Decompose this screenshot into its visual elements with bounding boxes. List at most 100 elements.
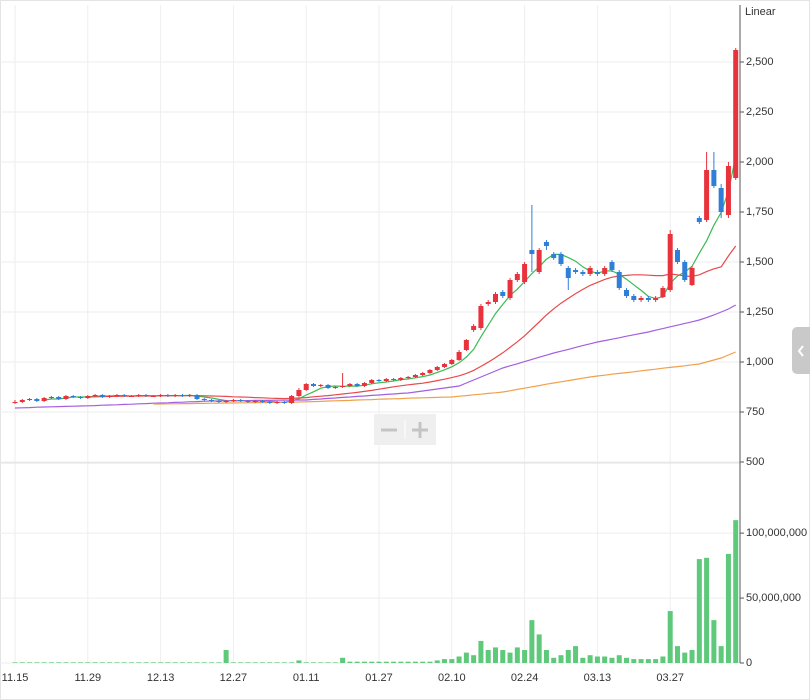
tab-button[interactable] (792, 327, 810, 374)
volume-bar (209, 662, 215, 663)
volume-bar (500, 650, 506, 663)
volume-bar (602, 656, 608, 663)
volume-bar (99, 662, 105, 663)
volume-bar (310, 662, 316, 663)
volume-bar (616, 655, 622, 663)
candle-body (114, 395, 120, 396)
volume-bar (667, 611, 673, 663)
candle-body (12, 402, 18, 403)
x-tick-label: 02.10 (438, 672, 466, 684)
candle-body (609, 262, 615, 270)
candle-body (260, 401, 266, 402)
candle-body (85, 396, 91, 398)
volume-bar (580, 657, 586, 663)
candle-body (565, 268, 571, 278)
volume-bar (78, 662, 84, 663)
chevron-icon (797, 345, 804, 357)
candle-body (179, 395, 185, 396)
volume-bar (442, 659, 448, 663)
volume-bar (507, 652, 513, 663)
candle-body (485, 302, 491, 304)
x-tick-label: 03.27 (656, 672, 684, 684)
volume-bar (12, 662, 18, 663)
x-tick-label: 01.11 (293, 672, 320, 684)
candle-body (19, 400, 25, 402)
candle-body (310, 384, 316, 386)
volume-bar (696, 559, 702, 663)
y-tick-label: 750 (746, 406, 764, 418)
candle-body (209, 400, 215, 401)
candle-body (376, 380, 382, 381)
volume-bar (485, 650, 491, 663)
ma-line (153, 351, 736, 405)
candle-body (471, 326, 477, 330)
volume-bar (456, 656, 462, 663)
candle-body (383, 379, 389, 381)
zoom-control (374, 414, 436, 445)
plot-layer: 11.15 11.29 12.13 12.27 01.11 01.27 02.10 02.24… (0, 5, 807, 684)
volume-bar (711, 620, 717, 663)
volume-bar (543, 650, 549, 663)
candle-body (70, 396, 76, 397)
volume-bar (63, 662, 69, 663)
volume-bar (34, 662, 40, 663)
volume-bar (361, 661, 367, 663)
volume-bar (609, 657, 615, 663)
volume-bar (529, 620, 535, 663)
volume-bar (48, 662, 54, 663)
volume-bar (383, 661, 389, 663)
side-panel-tab[interactable] (792, 327, 810, 374)
volume-bar (514, 647, 520, 663)
candle-body (529, 250, 535, 254)
volume-bar (718, 646, 724, 663)
volume-bar (136, 662, 142, 663)
volume-bar (194, 662, 200, 663)
volume-bar (463, 652, 469, 663)
candle-body (449, 360, 455, 364)
candle-body (602, 268, 608, 274)
candle-body (150, 396, 156, 397)
volume-bar (85, 662, 91, 663)
volume-bar (128, 662, 134, 663)
candle-body (201, 399, 207, 400)
candle-body (696, 218, 702, 222)
volume-bar (165, 662, 171, 663)
volume-bar (172, 662, 178, 663)
volume-bar (340, 657, 346, 663)
candle-body (704, 170, 710, 220)
candle-body (667, 234, 673, 290)
candle-body (653, 298, 659, 300)
volume-bar (449, 659, 455, 663)
volume-bar (230, 662, 236, 663)
candle-body (631, 296, 637, 300)
y-tick-label: 2,500 (746, 56, 774, 68)
candle-body (48, 397, 54, 398)
volume-bar (369, 661, 375, 663)
y-tick-label: 2,250 (746, 106, 774, 118)
candle-body (442, 364, 448, 367)
volume-bar (522, 650, 528, 663)
candle-body (136, 395, 142, 396)
volume-bar (682, 652, 688, 663)
candle-body (63, 396, 69, 399)
x-tick-label: 11.29 (74, 672, 101, 684)
candle-body (143, 395, 149, 396)
candle-body (216, 401, 222, 402)
candle-body (427, 370, 433, 373)
candle-body (34, 399, 40, 401)
candle-body (660, 288, 666, 297)
candle-body (121, 395, 127, 396)
volume-bar (434, 660, 440, 663)
volume-bar (223, 650, 229, 663)
volume-bar (114, 662, 120, 663)
x-tick-label: 11.15 (2, 672, 29, 684)
volume-bar (70, 662, 76, 663)
y-tick-label: 2,000 (746, 156, 774, 168)
volume-bar (296, 660, 302, 663)
candle-body (580, 272, 586, 274)
y-tick-label: 1,000 (746, 356, 774, 368)
y-tick-label: 500 (746, 456, 764, 468)
scale-label: Linear (745, 6, 776, 18)
volume-bar (267, 662, 273, 663)
volume-bar (704, 557, 710, 663)
